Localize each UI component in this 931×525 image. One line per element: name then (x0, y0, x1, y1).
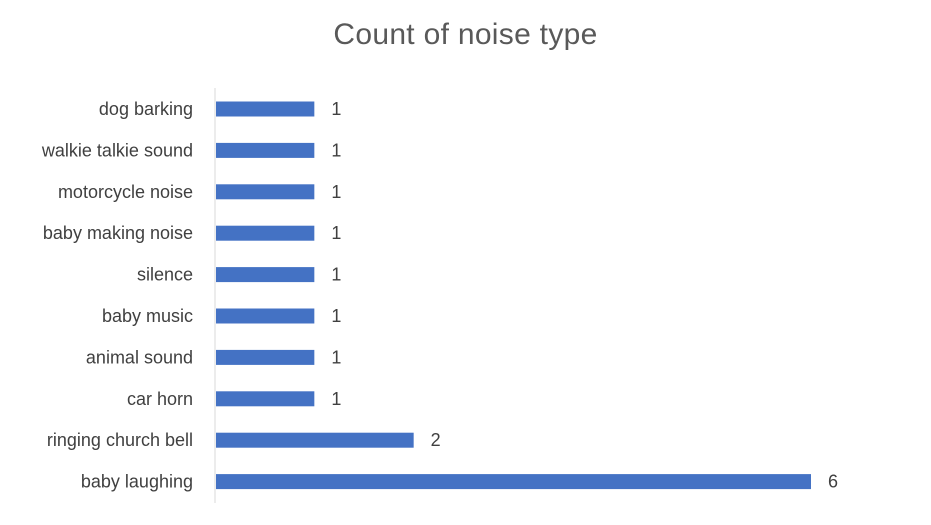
bars-group: dog barking 1 walkie talkie sound 1 motorcyc… (41, 99, 838, 492)
category-label: baby music (102, 306, 193, 326)
category-label: silence (137, 265, 193, 285)
bar (216, 349, 315, 365)
bar (216, 432, 414, 448)
category-label: baby laughing (81, 472, 193, 492)
data-label: 1 (331, 265, 341, 285)
data-label: 1 (331, 389, 341, 409)
bar (216, 391, 315, 407)
chart-title: Count of noise type (333, 18, 598, 51)
bar (216, 225, 315, 241)
data-label: 1 (331, 99, 341, 119)
bar (216, 142, 315, 158)
category-label: motorcycle noise (58, 182, 193, 202)
category-label: ringing church bell (47, 430, 193, 450)
data-label: 1 (331, 347, 341, 367)
data-label: 1 (331, 223, 341, 243)
category-label: dog barking (99, 99, 193, 119)
category-label: walkie talkie sound (41, 140, 193, 160)
bar (216, 184, 315, 200)
data-label: 1 (331, 306, 341, 326)
bar (216, 101, 315, 117)
bar (216, 308, 315, 324)
data-label: 2 (431, 430, 441, 450)
category-label: car horn (127, 389, 193, 409)
bar (216, 267, 315, 283)
data-label: 1 (331, 140, 341, 160)
category-label: baby making noise (43, 223, 193, 243)
bar (216, 474, 811, 490)
category-label: animal sound (86, 347, 193, 367)
data-label: 1 (331, 182, 341, 202)
data-label: 6 (828, 472, 838, 492)
